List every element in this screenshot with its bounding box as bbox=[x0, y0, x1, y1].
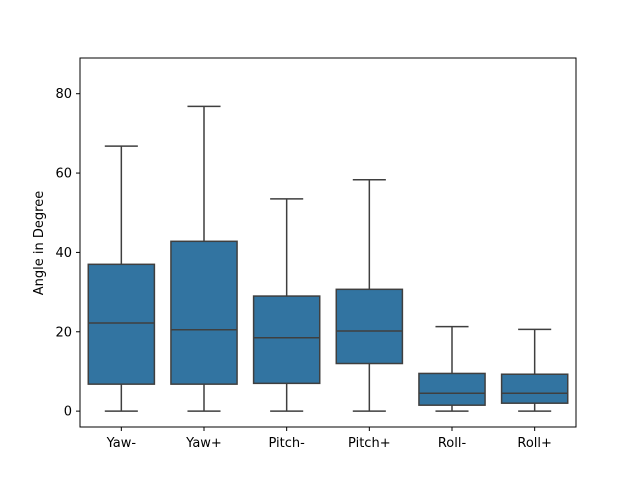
x-tick-label: Roll- bbox=[438, 436, 467, 451]
x-tick-label: Yaw+ bbox=[185, 436, 222, 451]
y-tick-label: 40 bbox=[55, 246, 72, 261]
y-tick-label: 60 bbox=[55, 167, 72, 182]
y-tick-label: 20 bbox=[55, 325, 72, 340]
box-body bbox=[252, 295, 321, 385]
box-body bbox=[170, 240, 238, 385]
box-body bbox=[87, 263, 156, 385]
x-axis: Yaw- Yaw+ Pitch- Pitch+ Roll- Roll+ bbox=[106, 427, 552, 451]
x-tick-label: Yaw- bbox=[106, 436, 137, 451]
x-tick-label: Roll+ bbox=[517, 436, 552, 451]
box-Roll- bbox=[418, 325, 486, 412]
box-Yaw- bbox=[87, 145, 156, 412]
box-body bbox=[500, 373, 569, 404]
box-Pitch+ bbox=[335, 179, 404, 412]
y-axis: 0 20 40 60 80 bbox=[55, 87, 80, 420]
box-Roll+ bbox=[500, 328, 569, 412]
box-body bbox=[418, 372, 486, 406]
x-tick-label: Pitch+ bbox=[348, 436, 391, 451]
y-tick-label: 0 bbox=[64, 405, 72, 420]
y-tick-label: 80 bbox=[55, 87, 72, 102]
box-body bbox=[335, 288, 404, 365]
box-Yaw+ bbox=[170, 105, 238, 412]
box-Pitch- bbox=[252, 198, 321, 412]
axes-frame bbox=[79, 57, 577, 428]
x-tick-label: Pitch- bbox=[268, 436, 305, 451]
plot-area bbox=[87, 105, 569, 412]
y-axis-label: Angle in Degree bbox=[32, 191, 47, 295]
